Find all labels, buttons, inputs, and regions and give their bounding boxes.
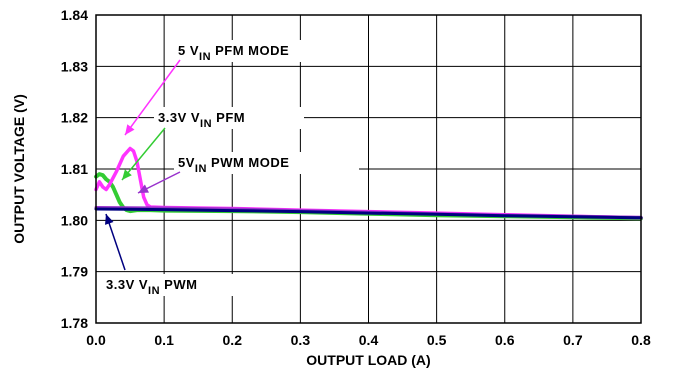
annotation-arrowhead	[138, 184, 149, 193]
y-tick-label: 1.82	[61, 110, 88, 126]
annotation-background	[154, 107, 304, 129]
y-tick-label: 1.80	[61, 212, 88, 228]
x-tick-label: 0.5	[427, 332, 447, 348]
y-tick-label: 1.83	[61, 58, 88, 74]
annotation-background	[174, 40, 354, 62]
annotation: 3.3V VIN PWM	[102, 213, 277, 297]
x-axis-title: OUTPUT LOAD (A)	[306, 352, 430, 368]
annotation: 5 VIN PFM MODE	[124, 40, 354, 136]
annotations: 5 VIN PFM MODE 3.3V VIN PFM 5VIN PWM MODE 3…	[102, 40, 359, 297]
annotation: 5VIN PWM MODE	[137, 152, 359, 194]
y-tick-label: 1.84	[61, 7, 88, 23]
x-tick-label: 0.8	[631, 332, 651, 348]
annotation: 3.3V VIN PFM	[121, 107, 304, 181]
y-tick-label: 1.79	[61, 264, 88, 280]
plot-frame	[95, 14, 642, 324]
x-tick-label: 0.3	[291, 332, 311, 348]
annotation-arrowhead	[125, 124, 135, 135]
annotation-arrowhead	[105, 214, 114, 225]
y-axis-title: OUTPUT VOLTAGE (V)	[11, 94, 27, 244]
x-tick-labels: 0.0 0.1 0.2 0.3 0.4 0.5 0.6 0.7 0.8	[86, 332, 651, 348]
annotation-arrow	[121, 127, 166, 181]
annotation-arrowhead	[122, 169, 132, 180]
x-tick-label: 0.1	[154, 332, 174, 348]
annotation-label: 5VIN PWM MODE	[178, 155, 289, 175]
series-line	[94, 207, 643, 220]
annotation-background	[174, 152, 359, 174]
x-tick-label: 0.0	[86, 332, 106, 348]
y-tick-labels: 1.78 1.79 1.80 1.81 1.82 1.83 1.84	[61, 7, 88, 331]
annotation-background	[102, 274, 277, 296]
annotation-arrow	[124, 59, 181, 136]
x-tick-label: 0.4	[359, 332, 379, 348]
y-tick-label: 1.78	[61, 315, 88, 331]
annotation-label: 5 VIN PFM MODE	[178, 43, 289, 63]
annotation-label: 3.3V VIN PWM	[106, 277, 197, 297]
x-tick-label: 0.6	[495, 332, 515, 348]
x-tick-label: 0.7	[563, 332, 583, 348]
x-tick-label: 0.2	[223, 332, 243, 348]
y-tick-label: 1.81	[61, 161, 88, 177]
annotation-label: 3.3V VIN PFM	[158, 110, 245, 130]
